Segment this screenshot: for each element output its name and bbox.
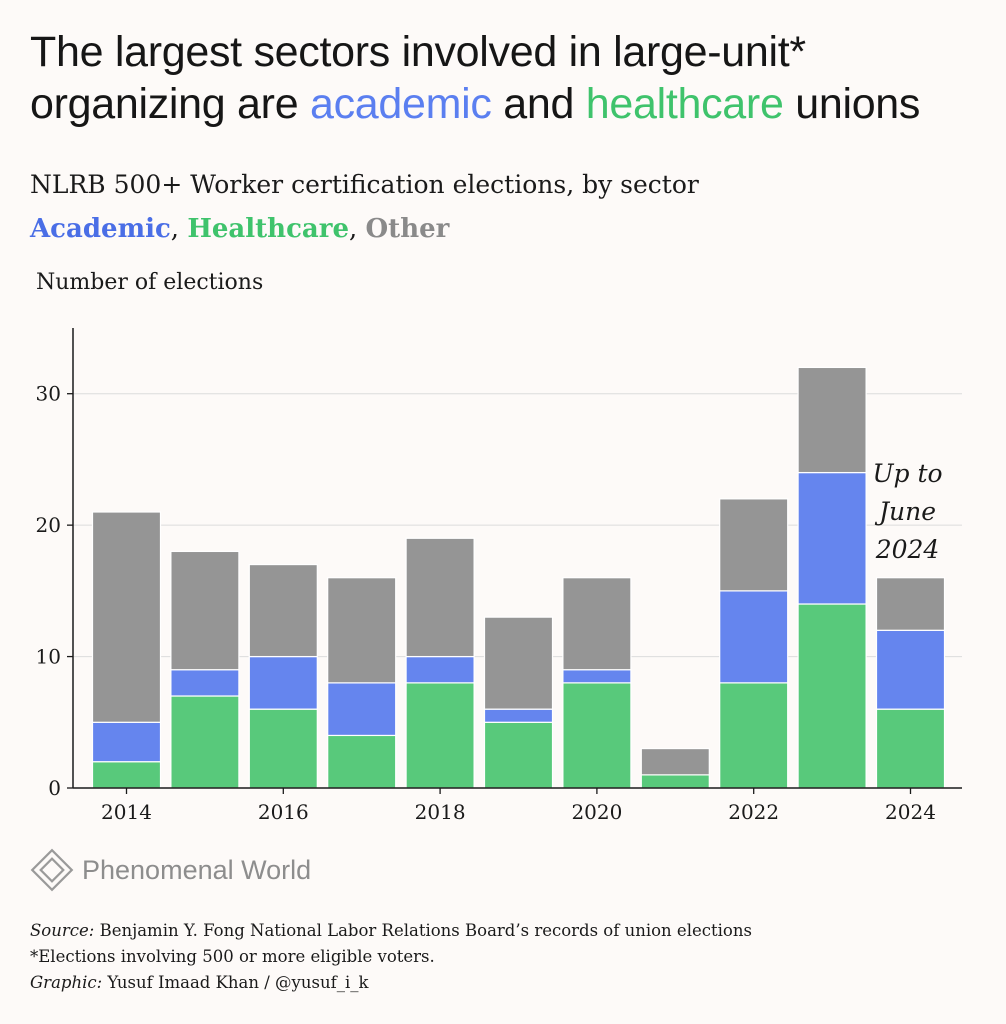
bar-healthcare-2022: [719, 682, 789, 789]
bar-other-2018: [405, 537, 475, 658]
bars: [91, 366, 946, 789]
bar-academic-2018: [405, 655, 475, 684]
legend-academic: Academic: [30, 214, 171, 244]
graphic-credit: Graphic: Yusuf Imaad Khan / @yusuf_i_k: [30, 970, 752, 996]
y-tick-label: 10: [36, 645, 61, 669]
bar-other-2022: [719, 498, 789, 592]
brand-name: Phenomenal World: [82, 854, 312, 885]
annotation: Up to June 2024: [872, 459, 942, 564]
bar-healthcare-2019: [483, 721, 554, 789]
bar-healthcare-2015: [170, 695, 240, 789]
y-tick-label: 30: [36, 382, 61, 406]
footer: Source: Benjamin Y. Fong National Labor …: [30, 918, 752, 996]
bar-academic-2016: [248, 655, 318, 710]
bar-academic-2020: [562, 669, 632, 684]
bar-academic-2019: [483, 708, 554, 723]
bar-academic-2022: [719, 590, 789, 684]
bar-healthcare-2020: [562, 682, 632, 789]
x-tick-label: 2024: [885, 800, 936, 824]
y-tick-label: 0: [48, 776, 61, 800]
bar-academic-2023: [797, 471, 867, 605]
bar-healthcare-2021: [640, 774, 710, 789]
title-healthcare-word: healthcare: [585, 80, 784, 128]
brand: Phenomenal World: [30, 848, 311, 892]
stacked-bar-chart: 0 10 20 30 2014 2016 2018 2020 2022 2024 Up to Jun…: [36, 328, 962, 824]
title-suffix: unions: [783, 80, 921, 128]
bar-academic-2017: [327, 682, 397, 737]
legend-healthcare: Healthcare: [187, 214, 349, 244]
chart-title: The largest sectors involved in large-un…: [30, 26, 990, 130]
source-text: Benjamin Y. Fong National Labor Relation…: [94, 921, 752, 940]
y-axis-label: Number of elections: [36, 270, 264, 295]
annotation-line: Up to: [872, 459, 942, 488]
annotation-line: June: [874, 497, 936, 526]
title-line-2: organizing are academic and healthcare u…: [30, 78, 990, 130]
x-tick-label: 2020: [571, 800, 622, 824]
bar-healthcare-2018: [405, 682, 475, 789]
bar-academic-2014: [91, 721, 162, 763]
y-tick-label: 20: [36, 513, 61, 537]
bar-other-2016: [248, 563, 318, 658]
x-tick-label: 2016: [258, 800, 309, 824]
bar-other-2020: [562, 577, 632, 671]
graphic-text: Yusuf Imaad Khan / @yusuf_i_k: [102, 973, 369, 992]
bar-academic-2024: [875, 629, 946, 710]
source-lead: Source:: [30, 921, 95, 940]
bar-other-2014: [91, 511, 162, 723]
bar-other-2019: [483, 616, 554, 710]
bar-healthcare-2014: [91, 761, 162, 789]
title-middle: and: [491, 80, 586, 128]
legend-separator: ,: [170, 214, 188, 244]
bar-other-2023: [797, 366, 867, 474]
legend-other: Other: [365, 214, 450, 244]
legend-separator: ,: [349, 214, 366, 244]
bar-other-2021: [640, 747, 710, 776]
x-tick-label: 2018: [415, 800, 466, 824]
footnote: *Elections involving 500 or more eligibl…: [30, 947, 435, 966]
axes: 0 10 20 30 2014 2016 2018 2020 2022 2024: [36, 328, 962, 824]
title-prefix: organizing are: [30, 80, 310, 128]
bar-healthcare-2024: [875, 708, 946, 789]
bar-healthcare-2017: [327, 734, 397, 789]
annotation-line: 2024: [875, 535, 940, 564]
bar-other-2024: [875, 577, 946, 631]
bar-other-2017: [327, 577, 397, 684]
chart-subtitle: NLRB 500+ Worker certification elections…: [30, 170, 699, 199]
bar-other-2015: [170, 550, 240, 671]
source-line: Source: Benjamin Y. Fong National Labor …: [30, 918, 752, 944]
bar-healthcare-2023: [797, 603, 867, 789]
bar-academic-2015: [170, 669, 240, 697]
legend: Academic, Healthcare, Other: [30, 214, 449, 244]
x-tick-label: 2014: [101, 800, 152, 824]
x-tick-label: 2022: [728, 800, 779, 824]
diamond-logo-icon: [30, 848, 74, 892]
bar-healthcare-2016: [248, 708, 318, 789]
title-academic-word: academic: [309, 80, 492, 128]
graphic-lead: Graphic:: [30, 973, 103, 992]
title-line-1: The largest sectors involved in large-un…: [30, 28, 806, 76]
